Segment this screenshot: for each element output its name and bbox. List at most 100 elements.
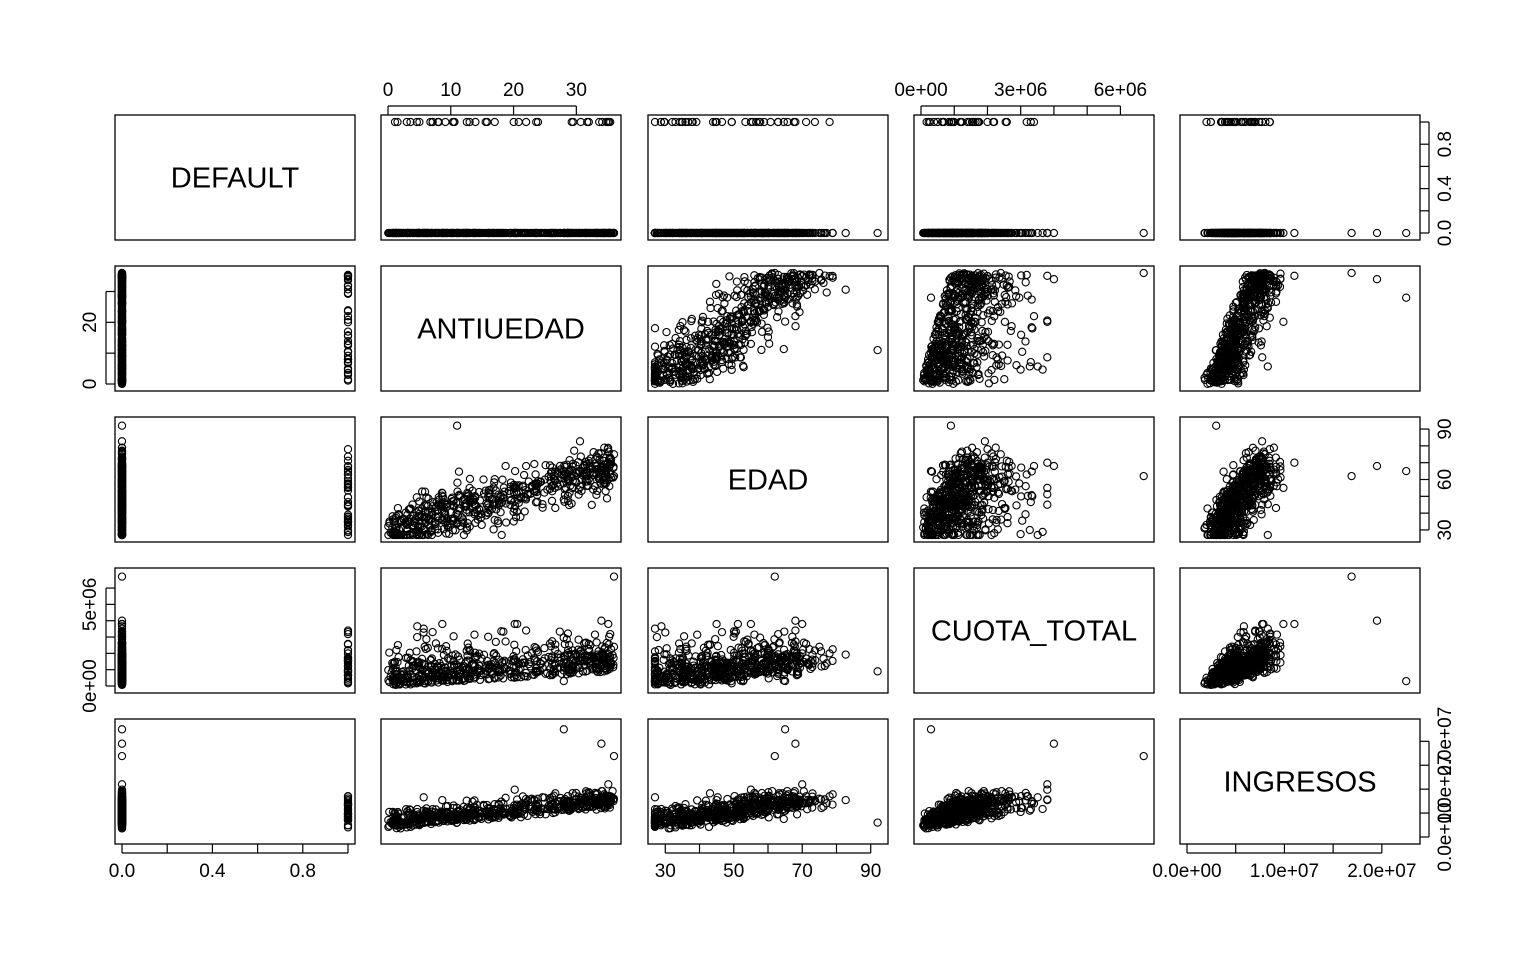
data-point xyxy=(390,117,400,127)
data-point xyxy=(984,379,994,388)
data-point xyxy=(474,228,484,238)
data-point xyxy=(499,228,508,238)
data-point xyxy=(581,228,590,238)
data-point xyxy=(1003,340,1012,349)
panel-default-vs-antiuedad xyxy=(380,114,622,241)
data-point xyxy=(484,228,493,238)
data-point xyxy=(492,228,501,238)
data-point xyxy=(1027,295,1036,304)
panel-default-vs-ingresos xyxy=(1179,114,1421,241)
data-point xyxy=(803,290,812,299)
data-point xyxy=(662,327,671,337)
data-point xyxy=(454,228,464,238)
data-point xyxy=(682,335,691,345)
data-point xyxy=(650,324,660,333)
data-point xyxy=(448,228,457,238)
data-point xyxy=(585,228,594,238)
data-point xyxy=(1290,271,1299,280)
data-point xyxy=(509,228,519,238)
data-point xyxy=(587,228,596,238)
data-point xyxy=(810,117,820,127)
data-point xyxy=(822,288,831,297)
data-point xyxy=(1022,270,1031,280)
data-point xyxy=(1347,268,1356,278)
data-point xyxy=(712,279,721,289)
data-point xyxy=(117,421,127,430)
data-point xyxy=(1025,362,1034,371)
data-point xyxy=(650,342,660,351)
data-point xyxy=(841,285,850,294)
data-point xyxy=(471,117,480,127)
data-point xyxy=(1021,278,1030,287)
data-point xyxy=(501,228,510,238)
data-point xyxy=(428,117,437,127)
data-point xyxy=(514,117,523,127)
data-point xyxy=(732,277,742,286)
data-point xyxy=(765,339,774,348)
data-point xyxy=(393,117,402,127)
data-point xyxy=(433,228,443,238)
data-point xyxy=(1006,326,1015,336)
data-point xyxy=(479,228,489,238)
data-point xyxy=(1038,228,1047,238)
data-point xyxy=(397,228,406,238)
data-point xyxy=(873,228,882,238)
panel-antiuedad-vs-edad xyxy=(647,265,889,392)
data-point xyxy=(1372,275,1382,284)
data-point xyxy=(413,228,422,238)
data-point xyxy=(441,117,450,127)
data-point xyxy=(521,117,531,127)
data-point xyxy=(650,117,660,127)
data-point xyxy=(490,117,499,127)
data-point xyxy=(604,117,614,127)
data-point xyxy=(1258,353,1267,362)
data-point xyxy=(438,228,447,238)
data-point xyxy=(1206,117,1216,127)
panel-edad-vs-default xyxy=(114,416,356,543)
data-point xyxy=(598,228,607,238)
data-point xyxy=(490,228,499,238)
data-point xyxy=(528,228,537,238)
data-point xyxy=(791,312,800,321)
data-point xyxy=(566,228,575,238)
data-point xyxy=(392,228,401,238)
data-point xyxy=(752,117,761,127)
data-point xyxy=(601,228,610,238)
data-point xyxy=(1139,268,1148,278)
panel-antiuedad-vs-antiuedad: ANTIUEDAD xyxy=(380,265,622,392)
data-point xyxy=(1279,317,1288,326)
data-point xyxy=(1043,353,1052,362)
data-point xyxy=(509,117,518,127)
data-point xyxy=(1018,347,1027,356)
data-point xyxy=(1263,362,1272,371)
panel-default-vs-edad xyxy=(647,114,889,241)
panel-antiuedad-vs-default xyxy=(114,265,356,392)
data-point xyxy=(926,293,936,302)
data-point xyxy=(546,228,556,238)
data-point xyxy=(1016,330,1026,339)
data-point xyxy=(415,117,424,127)
data-point xyxy=(536,228,546,238)
data-point xyxy=(343,445,353,454)
data-point xyxy=(841,228,850,238)
data-point xyxy=(606,228,615,238)
data-point xyxy=(343,452,353,461)
data-point xyxy=(609,228,618,238)
data-point xyxy=(990,375,999,385)
data-point xyxy=(757,345,766,355)
variable-label-default: DEFAULT xyxy=(171,163,300,195)
data-point xyxy=(1016,365,1025,374)
data-point xyxy=(426,117,435,127)
data-point xyxy=(741,117,750,127)
data-point xyxy=(1290,228,1299,238)
data-point xyxy=(482,117,492,127)
panel-frame xyxy=(114,114,356,241)
data-point xyxy=(402,117,411,127)
panel-antiuedad-vs-ingresos xyxy=(1179,265,1421,392)
data-point xyxy=(424,228,433,238)
data-point xyxy=(549,228,559,238)
data-point xyxy=(1049,275,1059,284)
panel-default-vs-cuota-total xyxy=(913,114,1155,241)
data-point xyxy=(1402,228,1411,238)
